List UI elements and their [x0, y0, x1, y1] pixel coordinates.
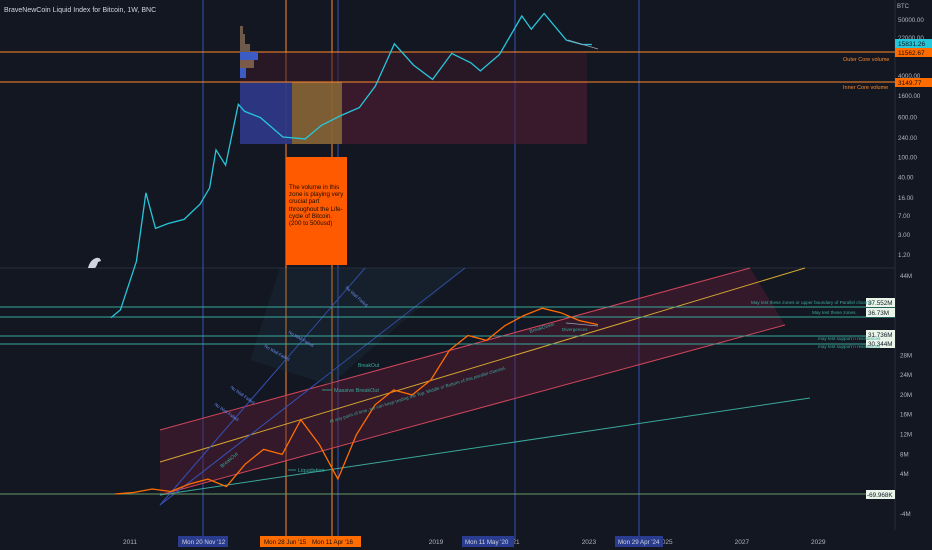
- price-tick-label: 1600.00: [898, 93, 921, 100]
- divergence-arrow: [565, 322, 599, 327]
- annotation-test-zones: May test these zones.: [812, 310, 857, 315]
- price-tick-label: 4000.00: [898, 73, 921, 80]
- channel-middle: [159, 267, 806, 463]
- date-marker-1: Mon 20 Nov '12: [182, 539, 226, 546]
- volume-tick-label: 44M: [900, 273, 912, 280]
- time-tick-label: 2023: [582, 539, 597, 546]
- date-marker-bg-5: [615, 536, 663, 547]
- chart-title: BraveNewCoin Liquid Index for Bitcoin, 1…: [4, 7, 156, 14]
- annotation-liquidation: Liquidation: [298, 468, 325, 474]
- price-tick-label: 1.20: [898, 252, 911, 259]
- volume-pane: [0, 268, 895, 530]
- date-marker-3: Mon 11 Apr '16: [312, 539, 354, 546]
- outer-core-zone: [240, 52, 587, 82]
- annotation-divergence: Divergences: [562, 327, 588, 332]
- volume-zone-annotation: The volume in this zone is playing very …: [286, 157, 347, 265]
- level-text-37m: 37.552M: [868, 300, 893, 307]
- level-text-30m: 30.344M: [868, 341, 893, 348]
- time-tick-label: 2019: [429, 539, 444, 546]
- inner-price-tag: [895, 78, 932, 87]
- inner-price-text: 3149.77: [898, 80, 922, 87]
- date-marker-2: Mon 28 Jun '15: [264, 539, 307, 546]
- price-tick-label: 22000.00: [898, 35, 924, 42]
- volume-index-series: [114, 307, 599, 495]
- channel-bottom: [159, 324, 786, 496]
- price-tick-label: 600.00: [898, 115, 917, 122]
- annotation-breakout-1: BreakOut: [358, 363, 380, 369]
- price-axis[interactable]: 50000.00 22000.00 4000.00 1600.00 600.00 240.…: [898, 17, 924, 259]
- time-tick-label: 2011: [123, 539, 137, 546]
- date-marker-5: Mon 29 Apr '24: [618, 539, 660, 546]
- price-tick-label: 50000.00: [898, 17, 924, 24]
- annotation-upper-boundary: May test these zones or upper boundary o…: [751, 300, 874, 305]
- level-tag-36m: [866, 308, 895, 317]
- volume-tick-label: 4M: [900, 471, 909, 478]
- price-tick-label: 16.00: [898, 195, 914, 202]
- price-tick-label: 240.00: [898, 135, 917, 142]
- level-tag-zero: [866, 490, 895, 499]
- volume-tick-label: 12M: [900, 432, 912, 439]
- level-text-36m: 36.73M: [868, 310, 889, 317]
- volume-tick-label: 20M: [900, 392, 912, 399]
- volume-tick-label: 8M: [900, 451, 909, 458]
- parallel-channel: [160, 268, 785, 495]
- channel-top: [159, 267, 751, 431]
- volume-tick-label: 28M: [900, 352, 912, 359]
- time-tick-label: 2025: [658, 539, 673, 546]
- long-trend-line: [159, 397, 811, 496]
- volume-tick-label: 16M: [900, 412, 912, 419]
- volume-tick-label: 24M: [900, 372, 912, 379]
- inner-core-label: Inner Core volume: [843, 85, 888, 91]
- volume-axis[interactable]: 44M 28M 24M 20M 16M 12M 8M 4M -4M: [900, 273, 912, 518]
- price-divergence-arrow: [567, 39, 599, 50]
- price-tick-label: 100.00: [898, 154, 917, 161]
- unit-label: BTC: [897, 4, 910, 10]
- last-price-text: 15831.26: [898, 41, 925, 48]
- time-tick-label: 2029: [811, 539, 826, 546]
- date-marker-bg-1: [178, 536, 228, 547]
- price-tick-label: 7.00: [898, 213, 911, 220]
- price-tick-label: 3.00: [898, 232, 911, 239]
- gold-volume-zone: [292, 82, 342, 144]
- level-text-31m: 31.736M: [868, 332, 893, 339]
- outer-price-tag: [895, 48, 932, 57]
- last-price-tag: [895, 39, 932, 48]
- date-marker-bg-2: [260, 536, 310, 547]
- annotation-support-2: may test support n resistances: [818, 344, 881, 349]
- level-tag-31m: [866, 330, 895, 339]
- annotation-massive-breakout: Massive BreakOut: [334, 388, 379, 394]
- volume-profile: [240, 26, 258, 78]
- time-tick-label: 2027: [735, 539, 750, 546]
- volume-tick-label: -4M: [900, 511, 911, 518]
- price-tick-label: 40.00: [898, 175, 914, 182]
- date-marker-bg-3: [309, 536, 361, 547]
- fan-zone: [250, 268, 465, 385]
- level-text-zero: -69.968K: [867, 492, 893, 499]
- outer-price-text: 11562.67: [898, 50, 925, 57]
- level-tag-37m: [866, 298, 895, 307]
- date-marker-bg-4: [462, 536, 514, 547]
- annotation-support-1: may test support n resistances: [818, 336, 881, 341]
- outer-core-label: Outer Core volume: [843, 57, 889, 63]
- btc-price-series: [110, 12, 592, 319]
- date-marker-4: Mon 11 May '20: [465, 539, 509, 546]
- dino-icon: [88, 257, 101, 268]
- level-tag-30m: [866, 339, 895, 348]
